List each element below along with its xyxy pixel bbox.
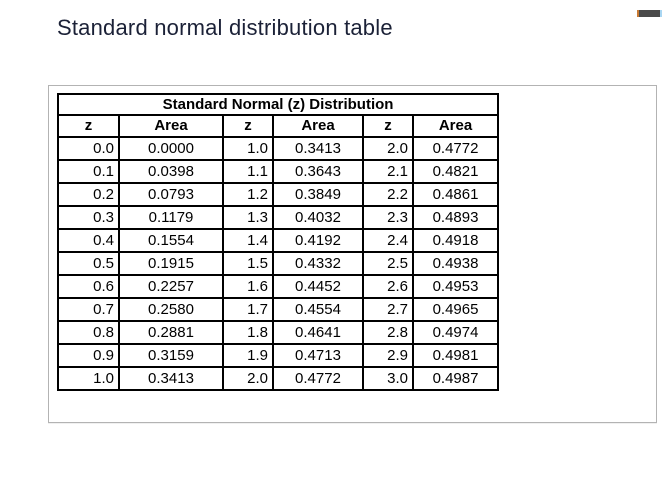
table-header-row: z Area z Area z Area	[57, 114, 500, 138]
area-value-cell: 0.2881	[118, 320, 224, 345]
area-value-cell: 0.4821	[411, 159, 500, 184]
column-header-area: Area	[118, 114, 224, 138]
area-value-cell: 0.2580	[118, 297, 224, 322]
z-value-cell: 2.7	[362, 297, 414, 322]
z-value-cell: 2.1	[362, 159, 414, 184]
z-value-cell: 2.8	[362, 320, 414, 345]
area-value-cell: 0.4918	[411, 228, 500, 253]
table-row: 0.2 0.0793 1.2 0.3849 2.2 0.4861	[57, 182, 500, 207]
minimize-bar-icon[interactable]	[637, 10, 662, 17]
area-value-cell: 0.1179	[118, 205, 224, 230]
table-row: 0.9 0.3159 1.9 0.4713 2.9 0.4981	[57, 343, 500, 368]
table-row: 1.0 0.3413 2.0 0.4772 3.0 0.4987	[57, 366, 500, 391]
area-value-cell: 0.4192	[272, 228, 364, 253]
table-row: 0.5 0.1915 1.5 0.4332 2.5 0.4938	[57, 251, 500, 276]
table-row: 0.0 0.0000 1.0 0.3413 2.0 0.4772	[57, 136, 500, 161]
area-value-cell: 0.4861	[411, 182, 500, 207]
z-value-cell: 2.5	[362, 251, 414, 276]
table-row: 0.7 0.2580 1.7 0.4554 2.7 0.4965	[57, 297, 500, 322]
z-value-cell: 2.9	[362, 343, 414, 368]
z-value-cell: 3.0	[362, 366, 414, 391]
area-value-cell: 0.4332	[272, 251, 364, 276]
area-value-cell: 0.0398	[118, 159, 224, 184]
area-value-cell: 0.4974	[411, 320, 500, 345]
z-value-cell: 1.5	[222, 251, 274, 276]
z-value-cell: 1.6	[222, 274, 274, 299]
area-value-cell: 0.4772	[272, 366, 364, 391]
column-header-z: z	[57, 114, 120, 138]
area-value-cell: 0.4953	[411, 274, 500, 299]
minimize-bar-body	[639, 10, 660, 17]
z-value-cell: 0.8	[57, 320, 120, 345]
z-value-cell: 1.2	[222, 182, 274, 207]
z-value-cell: 0.7	[57, 297, 120, 322]
z-value-cell: 1.8	[222, 320, 274, 345]
area-value-cell: 0.0793	[118, 182, 224, 207]
content-panel: Standard Normal (z) Distribution z Area …	[48, 85, 657, 423]
table-row: 0.1 0.0398 1.1 0.3643 2.1 0.4821	[57, 159, 500, 184]
area-value-cell: 0.4965	[411, 297, 500, 322]
area-value-cell: 0.1915	[118, 251, 224, 276]
column-header-z: z	[222, 114, 274, 138]
area-value-cell: 0.4893	[411, 205, 500, 230]
area-value-cell: 0.4981	[411, 343, 500, 368]
table-row: 0.4 0.1554 1.4 0.4192 2.4 0.4918	[57, 228, 500, 253]
z-value-cell: 1.3	[222, 205, 274, 230]
area-value-cell: 0.1554	[118, 228, 224, 253]
area-value-cell: 0.3643	[272, 159, 364, 184]
area-value-cell: 0.3849	[272, 182, 364, 207]
z-value-cell: 1.4	[222, 228, 274, 253]
table-row: 0.6 0.2257 1.6 0.4452 2.6 0.4953	[57, 274, 500, 299]
table-title-row: Standard Normal (z) Distribution	[56, 93, 500, 116]
z-value-cell: 2.6	[362, 274, 414, 299]
area-value-cell: 0.0000	[118, 136, 224, 161]
area-value-cell: 0.4938	[411, 251, 500, 276]
z-value-cell: 1.9	[222, 343, 274, 368]
table-title: Standard Normal (z) Distribution	[56, 93, 500, 116]
area-value-cell: 0.4987	[411, 366, 500, 391]
z-value-cell: 0.2	[57, 182, 120, 207]
table-row: 0.3 0.1179 1.3 0.4032 2.3 0.4893	[57, 205, 500, 230]
minimize-bar-right-edge	[660, 10, 662, 17]
page-title: Standard normal distribution table	[57, 15, 393, 40]
area-value-cell: 0.4641	[272, 320, 364, 345]
area-value-cell: 0.3413	[272, 136, 364, 161]
column-header-area: Area	[411, 114, 500, 138]
z-value-cell: 0.0	[57, 136, 120, 161]
area-value-cell: 0.3413	[118, 366, 224, 391]
z-value-cell: 0.9	[57, 343, 120, 368]
z-value-cell: 0.6	[57, 274, 120, 299]
z-value-cell: 1.7	[222, 297, 274, 322]
z-value-cell: 1.1	[222, 159, 274, 184]
z-value-cell: 2.0	[222, 366, 274, 391]
z-value-cell: 0.1	[57, 159, 120, 184]
z-value-cell: 2.3	[362, 205, 414, 230]
z-value-cell: 1.0	[57, 366, 120, 391]
z-distribution-table: Standard Normal (z) Distribution z Area …	[56, 93, 500, 391]
area-value-cell: 0.4772	[411, 136, 500, 161]
z-value-cell: 1.0	[222, 136, 274, 161]
z-value-cell: 0.4	[57, 228, 120, 253]
minimize-bar-left-edge	[637, 10, 639, 17]
column-header-area: Area	[272, 114, 364, 138]
column-header-z: z	[362, 114, 414, 138]
z-value-cell: 2.2	[362, 182, 414, 207]
area-value-cell: 0.4452	[272, 274, 364, 299]
area-value-cell: 0.4554	[272, 297, 364, 322]
area-value-cell: 0.4713	[272, 343, 364, 368]
area-value-cell: 0.4032	[272, 205, 364, 230]
area-value-cell: 0.2257	[118, 274, 224, 299]
z-table-body: 0.0 0.0000 1.0 0.3413 2.0 0.4772 0.1 0.0398 1.1 0…	[57, 136, 500, 391]
z-value-cell: 2.0	[362, 136, 414, 161]
z-value-cell: 0.3	[57, 205, 120, 230]
table-row: 0.8 0.2881 1.8 0.4641 2.8 0.4974	[57, 320, 500, 345]
z-value-cell: 2.4	[362, 228, 414, 253]
z-value-cell: 0.5	[57, 251, 120, 276]
area-value-cell: 0.3159	[118, 343, 224, 368]
